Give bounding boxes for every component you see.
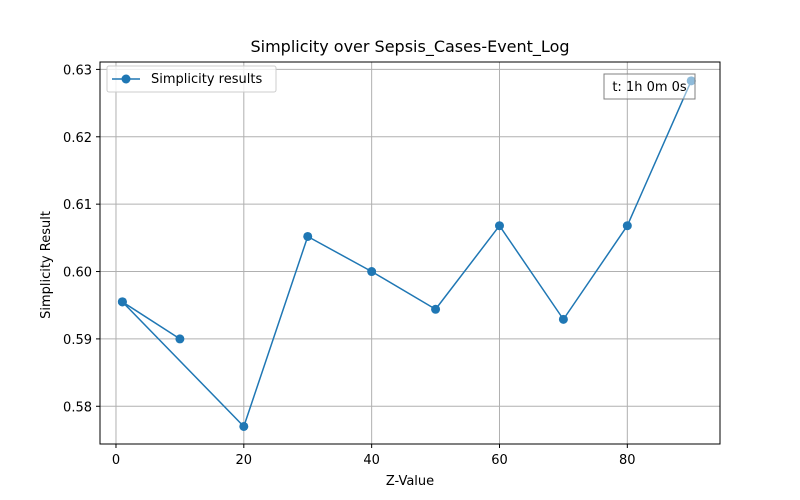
y-tick-label: 0.60 [63, 266, 92, 281]
annotation-frame [603, 73, 696, 100]
legend-label: Simplicity results [151, 72, 262, 87]
legend-box [106, 65, 277, 93]
data-point [431, 304, 441, 314]
data-point [558, 314, 568, 324]
data-point [303, 231, 313, 241]
x-tick-label: 80 [619, 453, 636, 468]
legend: Simplicity results [106, 65, 277, 93]
annotation-box: t: 1h 0m 0s [603, 73, 696, 100]
annotation-text: t: 1h 0m 0s [612, 80, 687, 95]
x-tick-label: 40 [363, 453, 380, 468]
y-tick-label: 0.58 [63, 400, 92, 415]
y-tick-label: 0.59 [63, 333, 92, 348]
y-tick-label: 0.62 [63, 131, 92, 146]
y-tick-label: 0.61 [63, 198, 92, 213]
grid [100, 62, 720, 444]
y-axis-label: Simplicity Result [39, 211, 54, 319]
x-tick-label: 60 [491, 453, 508, 468]
y-tick-label: 0.63 [63, 63, 92, 78]
x-tick-label: 0 [112, 453, 120, 468]
plot-frame [99, 61, 721, 445]
data-point [175, 334, 185, 344]
data-point [622, 221, 632, 231]
x-axis-label: Z-Value [386, 474, 434, 489]
x-tick-label: 20 [236, 453, 253, 468]
axes: 0 20 40 60 80 0.58 0.59 0.60 0.61 0.62 0.63 [63, 61, 721, 468]
data-point [494, 221, 504, 231]
data-point [117, 297, 127, 307]
data-point [367, 267, 377, 277]
chart-title: Simplicity over Sepsis_Cases-Event_Log [250, 37, 569, 57]
legend-marker-sample [121, 74, 131, 84]
data-point [239, 421, 249, 431]
